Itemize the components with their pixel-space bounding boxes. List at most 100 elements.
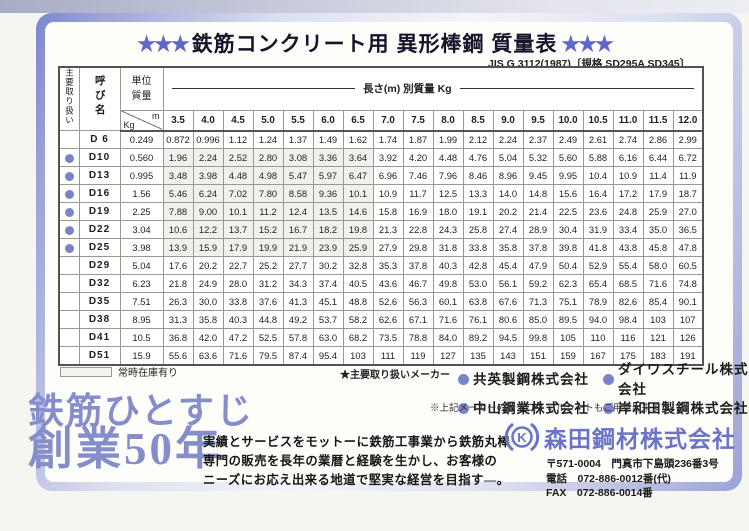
weight-cell: 13.3 xyxy=(462,184,494,203)
weight-cell: 60.1 xyxy=(432,292,464,311)
weight-cell: 2.37 xyxy=(522,130,554,149)
weight-cell: 71.6 xyxy=(222,346,254,365)
weight-cell: 3.48 xyxy=(162,166,194,185)
table-row: D35 7.51 26.3 30.0 33.8 37.6 41.3 45.1 48.8 52.6 5… xyxy=(58,292,704,311)
weight-cell: 30.4 xyxy=(552,220,584,239)
weight-cell: 63.6 xyxy=(192,346,224,365)
weight-cell: 55.6 xyxy=(162,346,194,365)
weight-cell: 94.0 xyxy=(582,310,614,329)
weight-cell: 105 xyxy=(552,328,584,347)
weight-cell: 4.76 xyxy=(462,148,494,167)
weight-cell: 36.8 xyxy=(162,328,194,347)
weight-cell: 33.8 xyxy=(462,238,494,257)
stock-dot-icon xyxy=(64,190,74,199)
handling-cell xyxy=(58,130,80,149)
weight-cell: 15.8 xyxy=(372,202,404,221)
weight-cell: 21.4 xyxy=(522,202,554,221)
weight-cell: 62.3 xyxy=(552,274,584,293)
weight-cell: 76.1 xyxy=(462,310,494,329)
weight-cell: 67.1 xyxy=(402,310,434,329)
weight-cell: 41.8 xyxy=(582,238,614,257)
length-header: 5.5 xyxy=(282,109,314,132)
bar-size-cell: D22 xyxy=(78,220,121,239)
maker-item: 共英製鋼株式会社 xyxy=(458,360,589,399)
weight-cell: 15.2 xyxy=(252,220,284,239)
weight-cell: 4.48 xyxy=(222,166,254,185)
weight-cell: 19.9 xyxy=(252,238,284,257)
weight-cell: 48.8 xyxy=(342,292,374,311)
table-row: D16 1.56 5.46 6.24 7.02 7.80 8.58 9.36 10.1 10.9 1… xyxy=(58,184,704,203)
weight-cell: 22.8 xyxy=(402,220,434,239)
svg-text:K: K xyxy=(517,430,527,445)
weight-cell: 35.8 xyxy=(492,238,524,257)
stock-dot-icon xyxy=(64,244,74,253)
title-stars-right: ★★★ xyxy=(561,33,614,56)
weight-cell: 68.2 xyxy=(342,328,374,347)
weight-cell: 13.9 xyxy=(162,238,194,257)
company-logo-icon: K xyxy=(504,422,540,452)
weight-cell: 28.9 xyxy=(522,220,554,239)
weight-cell: 42.0 xyxy=(192,328,224,347)
weight-cell: 52.9 xyxy=(582,256,614,275)
weight-cell: 21.3 xyxy=(372,220,404,239)
weight-cell: 44.8 xyxy=(252,310,284,329)
handling-cell xyxy=(58,220,80,239)
weight-cell: 16.4 xyxy=(582,184,614,203)
weight-cell: 103 xyxy=(642,310,674,329)
weight-cell: 59.2 xyxy=(522,274,554,293)
length-header: 12.0 xyxy=(672,109,704,132)
weight-cell: 8.58 xyxy=(282,184,314,203)
weight-cell: 3.64 xyxy=(342,148,374,167)
weight-cell: 2.74 xyxy=(612,130,644,149)
weight-cell: 43.8 xyxy=(612,238,644,257)
weight-cell: 47.2 xyxy=(222,328,254,347)
weight-cell: 21.8 xyxy=(162,274,194,293)
weight-cell: 14.6 xyxy=(342,202,374,221)
slogan-line2: 創業50年 xyxy=(28,424,224,474)
weight-cell: 6.24 xyxy=(192,184,224,203)
weight-cell: 4.98 xyxy=(252,166,284,185)
weight-cell: 8.96 xyxy=(492,166,524,185)
handling-cell xyxy=(58,292,80,311)
weight-cell: 35.0 xyxy=(642,220,674,239)
weight-cell: 7.88 xyxy=(162,202,194,221)
weight-cell: 45.8 xyxy=(642,238,674,257)
weight-cell: 23.6 xyxy=(582,202,614,221)
legend-swatch xyxy=(60,366,112,377)
maker-item: 中山鋼業株式会社 xyxy=(458,399,589,419)
weight-cell: 17.9 xyxy=(642,184,674,203)
maker-name: ダイワスチール株式会社 xyxy=(618,362,749,397)
weight-cell: 35.8 xyxy=(192,310,224,329)
weight-cell: 191 xyxy=(672,346,704,365)
weight-cell: 22.7 xyxy=(222,256,254,275)
weight-cell: 37.6 xyxy=(252,292,284,311)
maker-name: 共英製鋼株式会社 xyxy=(473,371,589,387)
weight-cell: 55.4 xyxy=(612,256,644,275)
length-header: 6.0 xyxy=(312,109,344,132)
weight-cell: 53.0 xyxy=(462,274,494,293)
bar-size-cell: D51 xyxy=(78,346,121,365)
weight-cell: 40.3 xyxy=(222,310,254,329)
company-block: K 森田鋼材株式会社 〒571-0004 門真市下島頭236番3号 電話 072… xyxy=(504,419,736,501)
bar-size-cell: D29 xyxy=(78,256,121,275)
company-fax: FAX 072-886-0014番 xyxy=(546,487,653,500)
weight-cell: 3.98 xyxy=(192,166,224,185)
weight-cell: 27.7 xyxy=(282,256,314,275)
weight-cell: 9.95 xyxy=(552,166,584,185)
weight-cell: 1.87 xyxy=(402,130,434,149)
weight-cell: 26.3 xyxy=(162,292,194,311)
length-header: 8.0 xyxy=(432,109,464,132)
handling-cell xyxy=(58,346,80,365)
weight-cell: 20.2 xyxy=(192,256,224,275)
weight-cell: 10.9 xyxy=(612,166,644,185)
weight-cell: 7.96 xyxy=(432,166,464,185)
weight-cell: 71.3 xyxy=(522,292,554,311)
unit-mass-cell: 8.95 xyxy=(119,310,164,329)
handling-cell xyxy=(58,148,80,167)
weight-cell: 23.9 xyxy=(312,238,344,257)
weight-cell: 30.2 xyxy=(312,256,344,275)
weight-cell: 41.3 xyxy=(282,292,314,311)
table-body: D 6 0.249 0.872 0.996 1.12 1.24 1.37 1.49 1.62 1.… xyxy=(58,130,704,365)
weight-cell: 39.8 xyxy=(552,238,584,257)
weight-cell: 78.8 xyxy=(402,328,434,347)
